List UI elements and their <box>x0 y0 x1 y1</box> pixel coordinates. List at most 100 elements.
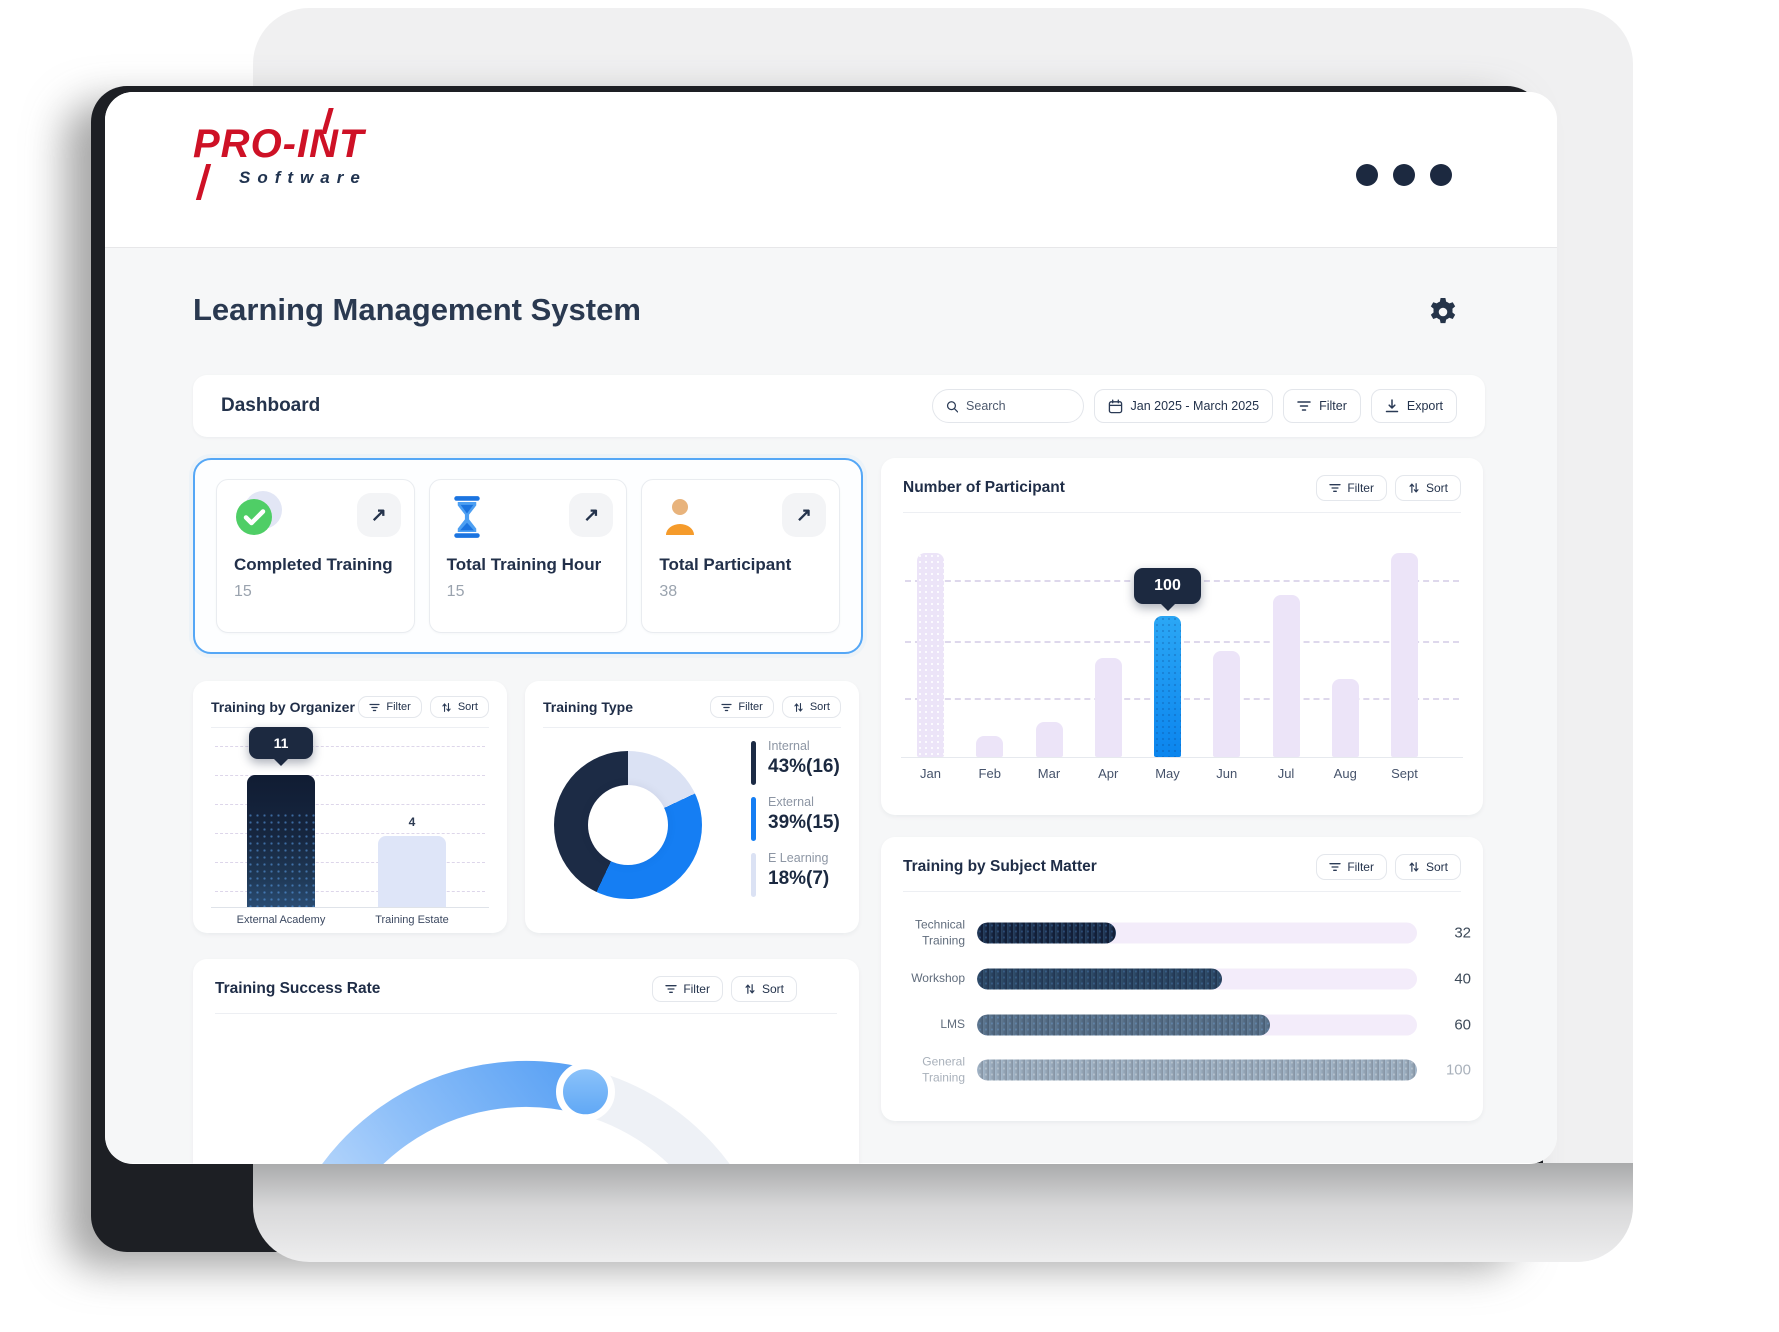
sort-button[interactable]: Sort <box>1394 854 1461 880</box>
chart-tooltip: 11 <box>249 727 313 759</box>
open-detail-button[interactable]: ↗ <box>782 493 827 537</box>
divider <box>903 891 1461 892</box>
download-icon <box>1385 399 1399 413</box>
filter-label: Filter <box>1347 860 1374 874</box>
sort-label: Sort <box>809 701 830 713</box>
sort-icon <box>745 984 755 994</box>
gauge-knob[interactable] <box>556 1062 615 1122</box>
filter-button[interactable]: Filter <box>1283 389 1361 423</box>
window-dots <box>1356 164 1452 186</box>
gridline <box>215 804 485 805</box>
row-value: 32 <box>1454 924 1471 942</box>
search-box[interactable] <box>931 389 1084 423</box>
filter-label: Filter <box>386 701 411 713</box>
brand-name: PRO-INT <box>193 122 365 166</box>
bar-fill <box>977 1014 1271 1036</box>
stat-card-total-participant[interactable]: ↗ Total Participant 38 <box>641 479 841 633</box>
bar-fill <box>977 1059 1417 1081</box>
donut-chart <box>554 751 702 899</box>
legend-item-external: External 39%(15) <box>751 795 840 841</box>
panel-training-by-subject-matter: Training by Subject Matter Filter Sort T… <box>881 837 1483 1121</box>
filter-button[interactable]: Filter <box>710 696 774 718</box>
stat-card-training-hours[interactable]: ↗ Total Training Hour 15 <box>428 479 628 633</box>
bar-track <box>977 1059 1417 1081</box>
bar-fill <box>977 922 1116 944</box>
filter-label: Filter <box>738 701 763 713</box>
sort-button[interactable]: Sort <box>730 976 797 1002</box>
panel-training-success-rate: Training Success Rate Filter Sort <box>193 959 859 1164</box>
divider <box>211 727 489 728</box>
bar-track <box>977 968 1417 990</box>
axis-label: Training Estate <box>375 914 449 926</box>
panel-title: Training Type <box>543 699 633 715</box>
filter-button[interactable]: Filter <box>1316 475 1387 501</box>
window-bottom-shadow <box>253 1163 1633 1262</box>
window-dot <box>1356 164 1378 186</box>
subject-row-technical-training: Technical Training 32 <box>881 910 1483 956</box>
arrow-up-right-icon: ↗ <box>796 504 812 526</box>
panel-training-type: Training Type Filter Sort In <box>525 681 859 933</box>
gauge-chart <box>322 1060 730 1164</box>
x-axis <box>901 757 1463 758</box>
stat-card-completed-training[interactable]: ↗ Completed Training 15 <box>216 479 415 633</box>
bar-may <box>1154 616 1181 757</box>
panel-header: Training Success Rate Filter Sort <box>193 959 859 1013</box>
stat-value: 38 <box>659 583 678 600</box>
logo-slash-stroke <box>195 164 212 200</box>
filter-button[interactable]: Filter <box>1316 854 1387 880</box>
arrow-up-right-icon: ↗ <box>583 504 600 526</box>
legend-color-bar <box>751 741 756 785</box>
sort-button[interactable]: Sort <box>1394 475 1461 501</box>
subject-row-lms: LMS 60 <box>881 1002 1483 1048</box>
filter-button[interactable]: Filter <box>358 696 422 718</box>
panel-title: Training by Subject Matter <box>903 858 1097 875</box>
filter-label: Filter <box>683 982 710 996</box>
row-label: General Training <box>922 1054 965 1084</box>
filter-button[interactable]: Filter <box>652 976 723 1002</box>
gear-icon <box>1430 298 1456 324</box>
gridline <box>215 862 485 863</box>
sort-button[interactable]: Sort <box>429 696 489 718</box>
axis-label: Aug <box>1333 766 1357 781</box>
axis-label: Jun <box>1216 766 1238 781</box>
filter-label: Filter <box>1347 481 1374 495</box>
sort-icon <box>1409 862 1419 872</box>
gridline <box>215 833 485 834</box>
axis-label: Feb <box>978 766 1001 781</box>
panel-header: Training by Subject Matter Filter Sort <box>881 837 1483 891</box>
legend-color-bar <box>751 853 756 897</box>
bar-jan <box>917 553 944 757</box>
legend-color-bar <box>751 797 756 841</box>
export-button[interactable]: Export <box>1370 389 1457 423</box>
date-range-picker[interactable]: Jan 2025 - March 2025 <box>1093 389 1274 423</box>
filter-icon <box>1297 401 1311 411</box>
stat-title: Completed Training <box>234 555 393 574</box>
panel-training-by-organizer: Training by Organizer Filter Sort <box>193 681 507 933</box>
panel-title: Number of Participant <box>903 479 1065 496</box>
brand-tagline: Software <box>239 168 367 187</box>
sort-icon <box>1409 483 1419 493</box>
dashboard-toolbar: Dashboard Jan 2025 - March 2025 Filter E… <box>193 375 1485 437</box>
axis-label: Mar <box>1037 766 1061 781</box>
sort-label: Sort <box>761 982 784 996</box>
brand-logo-text: PRO-INT <box>193 108 365 200</box>
window-header: PRO-INT Software <box>105 92 1557 248</box>
gauge-progress <box>322 1060 609 1164</box>
open-detail-button[interactable]: ↗ <box>569 493 614 537</box>
open-detail-button[interactable]: ↗ <box>356 493 401 537</box>
donut-legend: Internal 43%(16) External 39%(15) E Lear… <box>751 739 840 907</box>
bar-track <box>977 922 1417 944</box>
stat-title: Total Training Hour <box>446 555 602 574</box>
row-label: Workshop <box>911 971 965 986</box>
filter-icon <box>1329 863 1341 871</box>
settings-button[interactable] <box>1425 294 1461 330</box>
search-input[interactable] <box>966 399 1070 413</box>
axis-label: Jan <box>920 766 941 781</box>
gridline <box>905 698 1459 700</box>
stat-title: Total Participant <box>659 555 792 574</box>
bar-jun <box>1213 651 1241 757</box>
bar-feb <box>976 736 1004 757</box>
window-body: Learning Management System Dashboard Jan… <box>105 248 1557 1164</box>
panel-title: Training Success Rate <box>215 980 381 997</box>
sort-button[interactable]: Sort <box>781 696 841 718</box>
